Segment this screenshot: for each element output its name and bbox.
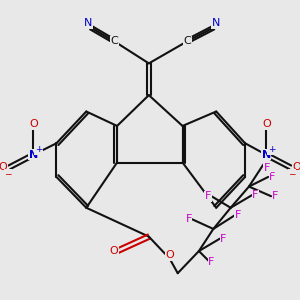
Text: O: O	[292, 162, 300, 172]
Text: N: N	[262, 150, 271, 160]
Text: F: F	[185, 214, 192, 224]
Text: +: +	[268, 145, 275, 154]
Text: F: F	[235, 210, 241, 220]
Text: F: F	[208, 257, 214, 267]
Text: O: O	[0, 162, 7, 172]
Text: F: F	[272, 191, 279, 201]
Text: −: −	[4, 169, 12, 178]
Text: C: C	[184, 36, 191, 46]
Text: O: O	[29, 119, 38, 130]
Text: N: N	[84, 18, 92, 28]
Text: O: O	[165, 250, 174, 260]
Text: −: −	[288, 169, 296, 178]
Text: O: O	[262, 119, 271, 130]
Text: F: F	[252, 190, 259, 200]
Text: O: O	[110, 246, 118, 256]
Text: C: C	[110, 36, 118, 46]
Text: N: N	[29, 150, 38, 160]
Text: F: F	[220, 233, 227, 244]
Text: F: F	[269, 172, 276, 182]
Text: +: +	[35, 145, 42, 154]
Text: N: N	[212, 18, 220, 28]
Text: F: F	[205, 191, 211, 201]
Text: F: F	[264, 163, 270, 173]
